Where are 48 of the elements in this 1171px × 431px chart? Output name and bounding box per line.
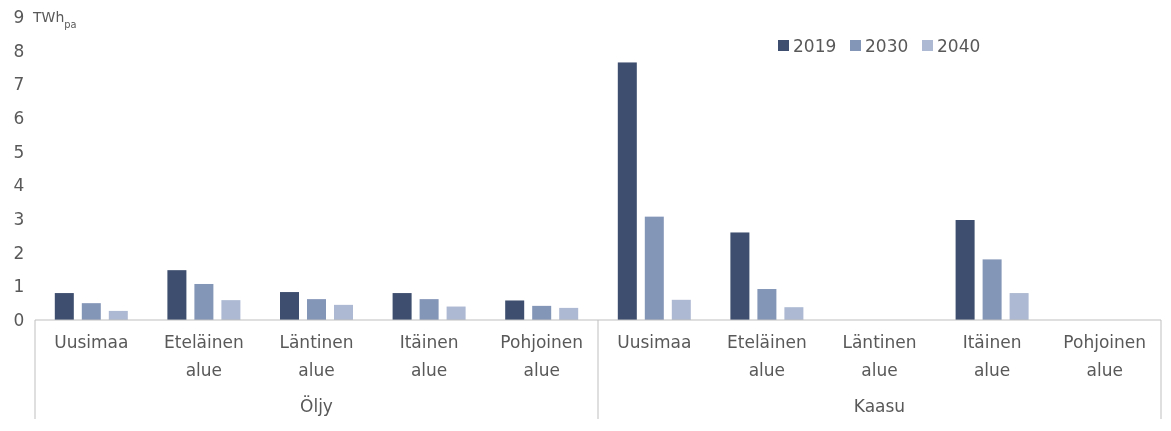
x-tick-label: Pohjoinen alue	[1063, 332, 1147, 380]
bar	[505, 300, 525, 320]
bar	[221, 300, 241, 320]
bar	[955, 220, 975, 320]
x-tick-label: Pohjoinen alue	[500, 332, 584, 380]
bar	[54, 293, 74, 320]
bar	[730, 232, 750, 320]
bar	[307, 299, 326, 320]
bar	[1009, 293, 1029, 320]
bar	[671, 299, 691, 320]
x-tick-label: Itäinen alue	[399, 332, 459, 380]
x-tick-label: Uusimaa	[617, 332, 692, 352]
bar	[194, 283, 214, 320]
y-tick-label: 9	[13, 6, 25, 27]
y-tick-label: 5	[13, 141, 25, 162]
legend-label: 2030	[865, 35, 909, 56]
y-tick-label: 6	[13, 107, 25, 128]
bar	[392, 293, 412, 320]
legend-label: 2040	[937, 35, 981, 56]
bar	[532, 305, 552, 320]
bar	[419, 299, 439, 320]
bar	[982, 259, 1002, 320]
bar	[559, 307, 579, 320]
x-tick-label: Itäinen alue	[962, 332, 1022, 380]
bar	[644, 216, 664, 320]
text: Kaasu	[853, 396, 906, 416]
bar	[334, 304, 353, 320]
x-tick-label: Uusimaa	[54, 332, 129, 352]
x-tick-label: Läntinen alue	[842, 332, 917, 380]
legend-label: 2019	[793, 35, 837, 56]
y-tick-label: 8	[13, 40, 25, 61]
y-tick-label: 4	[13, 175, 25, 196]
y-tick-label: 0	[13, 309, 25, 330]
x-tick-label: Läntinen alue	[279, 332, 354, 380]
y-tick-label: 3	[13, 208, 25, 229]
bar	[81, 303, 101, 320]
y-axis-title: TWh$_{pa}$	[32, 8, 77, 30]
bar	[280, 292, 299, 320]
x-tick-label: Eteläinen alue	[164, 332, 244, 380]
y-tick-label: 1	[13, 276, 25, 297]
bar	[167, 270, 187, 320]
y-tick-label: 7	[13, 74, 25, 95]
bar	[617, 62, 637, 320]
bar	[784, 307, 804, 320]
text: Öljy	[300, 395, 333, 416]
x-tick-label: Eteläinen alue	[727, 332, 807, 380]
bar	[757, 289, 777, 320]
y-tick-label: 2	[13, 242, 25, 263]
